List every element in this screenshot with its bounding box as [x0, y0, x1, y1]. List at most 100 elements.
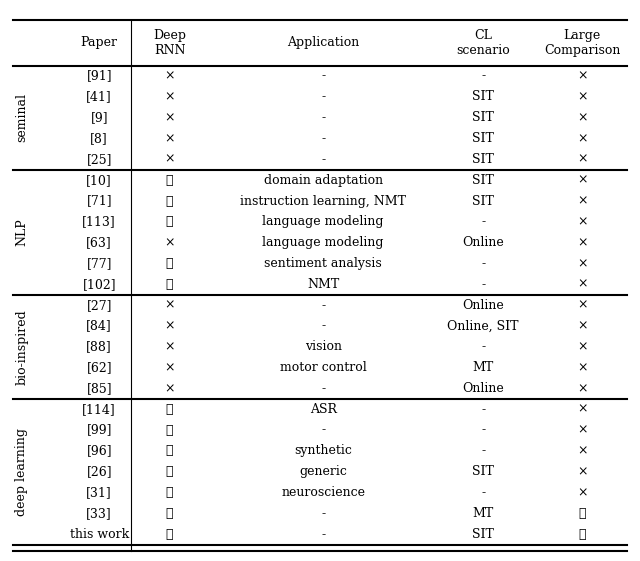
Text: this work: this work — [70, 528, 129, 541]
Text: [33]: [33] — [86, 507, 112, 520]
Text: SIT: SIT — [472, 195, 494, 208]
Text: Online, SIT: Online, SIT — [447, 319, 519, 333]
Text: ×: × — [577, 382, 588, 395]
Text: language modeling: language modeling — [262, 236, 384, 249]
Text: [96]: [96] — [86, 444, 112, 457]
Text: ✓: ✓ — [166, 465, 173, 479]
Text: -: - — [481, 215, 485, 228]
Text: [85]: [85] — [86, 382, 112, 395]
Text: [27]: [27] — [86, 298, 112, 312]
Text: MT: MT — [472, 507, 494, 520]
Text: ×: × — [577, 444, 588, 457]
Text: [31]: [31] — [86, 486, 112, 499]
Text: bio-inspired: bio-inspired — [15, 309, 28, 385]
Text: [91]: [91] — [86, 70, 112, 82]
Text: ✓: ✓ — [166, 257, 173, 270]
Text: -: - — [321, 111, 325, 124]
Text: ×: × — [577, 403, 588, 416]
Text: -: - — [481, 444, 485, 457]
Text: ×: × — [164, 236, 175, 249]
Text: NMT: NMT — [307, 278, 339, 291]
Text: [10]: [10] — [86, 174, 112, 187]
Text: ×: × — [577, 298, 588, 312]
Text: [84]: [84] — [86, 319, 112, 333]
Text: -: - — [481, 341, 485, 353]
Text: generic: generic — [300, 465, 347, 479]
Text: ×: × — [577, 111, 588, 124]
Text: ×: × — [577, 132, 588, 145]
Text: ×: × — [577, 174, 588, 187]
Text: SIT: SIT — [472, 528, 494, 541]
Text: ✓: ✓ — [166, 403, 173, 416]
Text: SIT: SIT — [472, 153, 494, 166]
Text: ×: × — [577, 465, 588, 479]
Text: ✓: ✓ — [166, 444, 173, 457]
Text: ×: × — [577, 319, 588, 333]
Text: synthetic: synthetic — [294, 444, 352, 457]
Text: -: - — [321, 298, 325, 312]
Text: [26]: [26] — [86, 465, 112, 479]
Text: -: - — [321, 424, 325, 436]
Text: [25]: [25] — [86, 153, 112, 166]
Text: ×: × — [164, 298, 175, 312]
Text: ✓: ✓ — [166, 174, 173, 187]
Text: ×: × — [577, 278, 588, 291]
Text: deep learning: deep learning — [15, 427, 28, 516]
Text: -: - — [321, 90, 325, 103]
Text: SIT: SIT — [472, 90, 494, 103]
Text: ×: × — [577, 153, 588, 166]
Text: ×: × — [577, 236, 588, 249]
Text: SIT: SIT — [472, 132, 494, 145]
Text: seminal: seminal — [15, 93, 28, 142]
Text: Online: Online — [462, 382, 504, 395]
Text: -: - — [321, 132, 325, 145]
Text: ×: × — [164, 361, 175, 374]
Text: ✓: ✓ — [166, 528, 173, 541]
Text: vision: vision — [305, 341, 342, 353]
Text: ×: × — [164, 70, 175, 82]
Text: -: - — [321, 382, 325, 395]
Text: [77]: [77] — [86, 257, 112, 270]
Text: ×: × — [164, 132, 175, 145]
Text: SIT: SIT — [472, 465, 494, 479]
Text: Online: Online — [462, 236, 504, 249]
Text: [63]: [63] — [86, 236, 112, 249]
Text: ✓: ✓ — [166, 486, 173, 499]
Text: ×: × — [164, 319, 175, 333]
Text: domain adaptation: domain adaptation — [264, 174, 383, 187]
Text: language modeling: language modeling — [262, 215, 384, 228]
Text: ✓: ✓ — [166, 424, 173, 436]
Text: [113]: [113] — [83, 215, 116, 228]
Text: ×: × — [577, 90, 588, 103]
Text: Application: Application — [287, 36, 359, 49]
Text: ✓: ✓ — [166, 507, 173, 520]
Text: CL
scenario: CL scenario — [456, 29, 510, 57]
Text: NLP: NLP — [15, 218, 28, 246]
Text: [41]: [41] — [86, 90, 112, 103]
Text: ×: × — [164, 382, 175, 395]
Text: -: - — [321, 528, 325, 541]
Text: -: - — [321, 319, 325, 333]
Text: Deep
RNN: Deep RNN — [153, 29, 186, 57]
Text: Paper: Paper — [81, 36, 118, 49]
Text: [99]: [99] — [86, 424, 112, 436]
Text: ✓: ✓ — [579, 507, 586, 520]
Text: ×: × — [164, 90, 175, 103]
Text: instruction learning, NMT: instruction learning, NMT — [240, 195, 406, 208]
Text: [114]: [114] — [83, 403, 116, 416]
Text: -: - — [321, 153, 325, 166]
Text: -: - — [481, 257, 485, 270]
Text: ✓: ✓ — [166, 195, 173, 208]
Text: SIT: SIT — [472, 174, 494, 187]
Text: [9]: [9] — [90, 111, 108, 124]
Text: ASR: ASR — [310, 403, 337, 416]
Text: neuroscience: neuroscience — [281, 486, 365, 499]
Text: -: - — [481, 70, 485, 82]
Text: [8]: [8] — [90, 132, 108, 145]
Text: ×: × — [577, 341, 588, 353]
Text: MT: MT — [472, 361, 494, 374]
Text: ✓: ✓ — [166, 215, 173, 228]
Text: [88]: [88] — [86, 341, 112, 353]
Text: ×: × — [164, 111, 175, 124]
Text: ×: × — [577, 486, 588, 499]
